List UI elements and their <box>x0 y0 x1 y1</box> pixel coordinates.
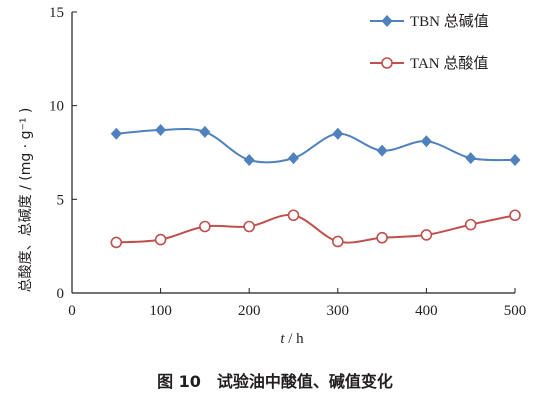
data-point-tan <box>331 235 344 248</box>
legend-label-tbn: TBN 总碱值 <box>410 13 489 30</box>
data-point-tan <box>420 229 433 241</box>
x-tick-label: 0 <box>68 303 76 319</box>
figure-caption: 图 10 试验油中酸值、碱值变化 <box>157 372 393 391</box>
series-line-tan <box>116 213 516 244</box>
data-point-tbn <box>199 125 211 138</box>
x-tick-label: 500 <box>504 303 527 319</box>
data-point-tbn <box>465 152 477 165</box>
chart: 0 5 10 15 0 100 200 300 400 500 TBN 总碱值 TAN 总酸值 总酸… <box>18 5 526 347</box>
data-point-tan <box>509 209 521 222</box>
series-layer <box>110 124 521 249</box>
data-point-tan <box>287 209 300 222</box>
data-point-tbn <box>243 153 255 166</box>
data-point-tbn <box>420 135 432 148</box>
x-tick-label: 100 <box>149 303 172 319</box>
legend-marker-tbn <box>381 15 393 27</box>
y-tick-label: 15 <box>49 5 64 21</box>
data-point-tan <box>154 233 167 246</box>
x-tick-label: 400 <box>415 303 438 319</box>
series-line-tbn <box>116 127 516 164</box>
data-point-tbn <box>155 124 167 137</box>
legend-marker-tan <box>381 57 393 69</box>
data-point-tan <box>376 231 388 244</box>
x-axis-title-unit: / h <box>285 331 305 347</box>
data-point-tan <box>110 236 123 249</box>
series-tan <box>110 209 521 249</box>
legend: TBN 总碱值 TAN 总酸值 <box>370 13 489 72</box>
axes: 0 5 10 15 0 100 200 300 400 500 <box>49 5 526 319</box>
data-point-tan <box>199 220 211 233</box>
legend-item-tbn: TBN 总碱值 <box>370 13 489 30</box>
legend-item-tan: TAN 总酸值 <box>370 55 488 72</box>
legend-label-tan: TAN 总酸值 <box>410 55 488 72</box>
x-tick-label: 200 <box>238 303 261 319</box>
y-axis-title: 总酸度、总碱度 / (mg · g⁻¹ ) <box>18 108 34 293</box>
data-point-tbn <box>288 152 299 165</box>
data-point-tbn <box>332 127 344 140</box>
data-point-tan <box>243 220 255 233</box>
series-tbn <box>110 124 521 166</box>
data-point-tbn <box>376 144 388 157</box>
x-axis-title: t / h <box>280 331 304 347</box>
y-tick-label: 10 <box>49 99 64 115</box>
x-axis-title-var: t <box>280 331 285 347</box>
y-tick-label: 0 <box>57 286 65 302</box>
data-point-tan <box>464 218 477 231</box>
x-tick-label: 300 <box>327 303 350 319</box>
data-point-tbn <box>509 153 521 166</box>
y-tick-label: 5 <box>57 192 65 208</box>
data-point-tbn <box>110 127 122 140</box>
